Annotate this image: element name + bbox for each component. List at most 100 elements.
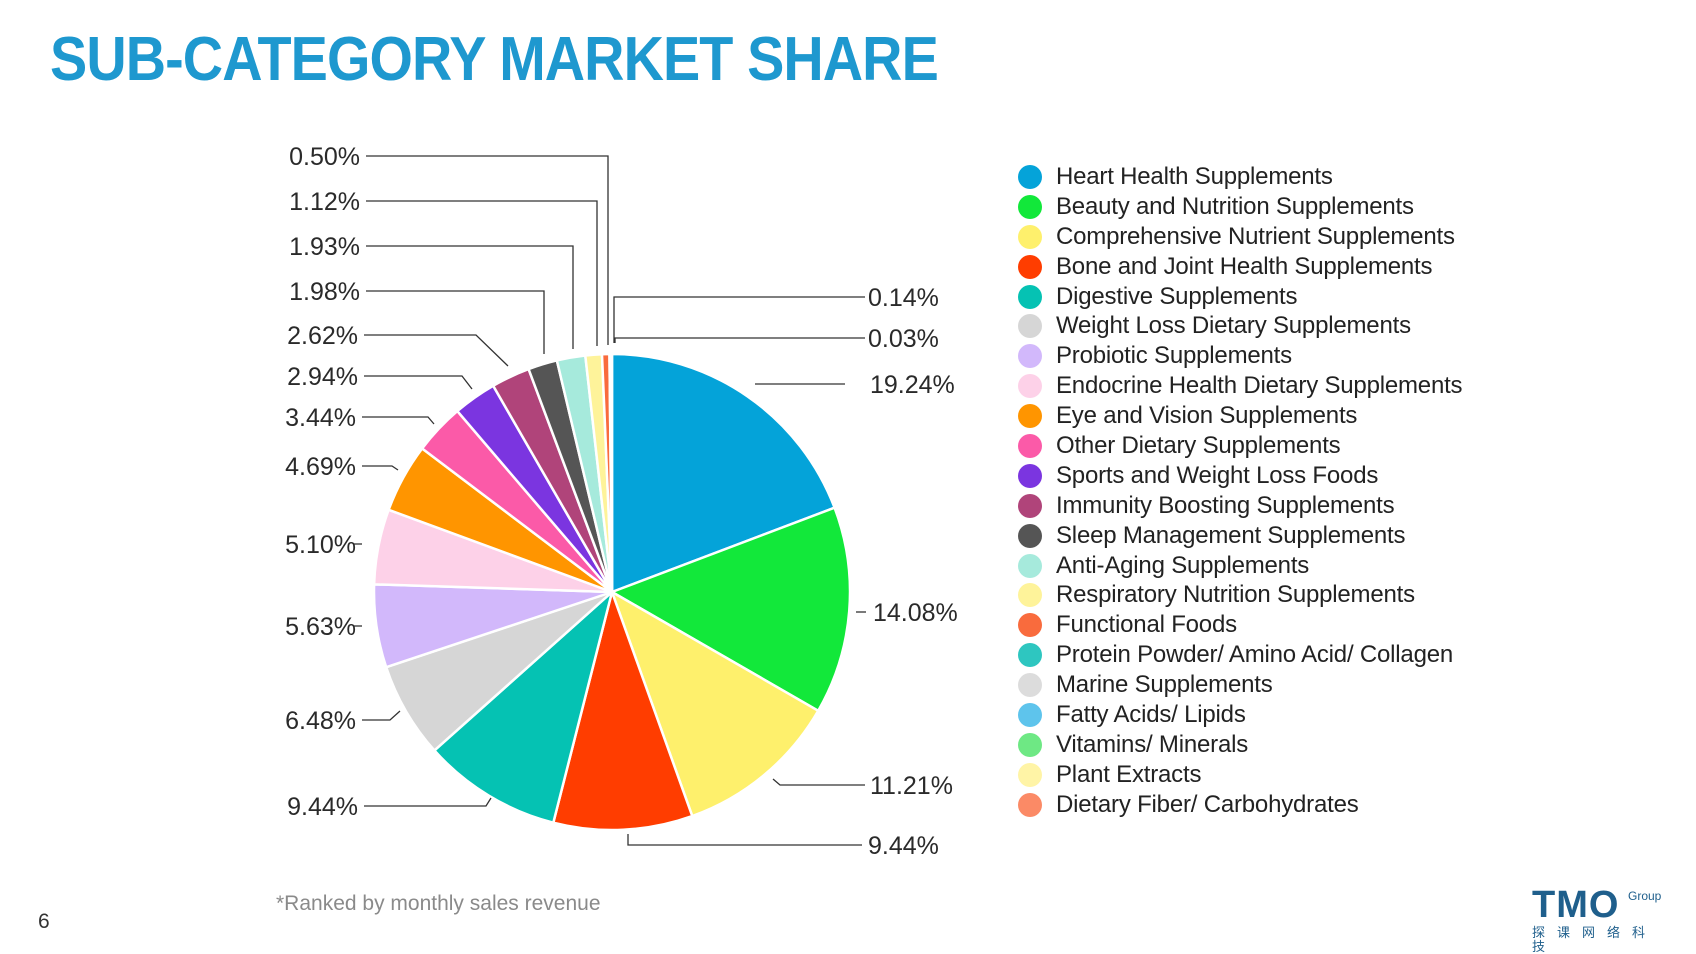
data-label-8: 5.10% xyxy=(285,531,356,559)
leader-line-9 xyxy=(362,466,398,470)
legend-label: Anti-Aging Supplements xyxy=(1056,552,1309,580)
leader-line-10 xyxy=(362,417,434,424)
legend-item: Immunity Boosting Supplements xyxy=(1018,491,1462,521)
legend-label: Digestive Supplements xyxy=(1056,283,1297,311)
data-label-18: 0.03% xyxy=(868,325,939,353)
legend-label: Functional Foods xyxy=(1056,611,1237,639)
page-number: 6 xyxy=(38,910,50,934)
legend-label: Plant Extracts xyxy=(1056,761,1201,789)
legend-label: Immunity Boosting Supplements xyxy=(1056,492,1394,520)
legend-swatch xyxy=(1018,285,1042,309)
pie-chart: 19.24% 14.08% 11.21% 9.44% 9.44% 6.48% 5.63% 5.… xyxy=(0,0,1000,880)
legend-label: Heart Health Supplements xyxy=(1056,163,1333,191)
legend-swatch xyxy=(1018,583,1042,607)
legend-item: Anti-Aging Supplements xyxy=(1018,551,1462,581)
legend-swatch xyxy=(1018,225,1042,249)
legend-item: Comprehensive Nutrient Supplements xyxy=(1018,222,1462,252)
data-label-14: 1.93% xyxy=(289,233,360,261)
legend-swatch xyxy=(1018,434,1042,458)
legend-item: Marine Supplements xyxy=(1018,670,1462,700)
legend-item: Dietary Fiber/ Carbohydrates xyxy=(1018,790,1462,820)
data-label-3: 11.21% xyxy=(870,772,953,800)
legend-item: Protein Powder/ Amino Acid/ Collagen xyxy=(1018,640,1462,670)
legend-swatch xyxy=(1018,494,1042,518)
legend-swatch xyxy=(1018,763,1042,787)
legend-item: Respiratory Nutrition Supplements xyxy=(1018,580,1462,610)
leader-line-14 xyxy=(366,246,573,349)
legend-label: Endocrine Health Dietary Supplements xyxy=(1056,372,1462,400)
logo-group-text: Group xyxy=(1628,890,1661,902)
footnote: *Ranked by monthly sales revenue xyxy=(276,892,601,916)
legend-label: Beauty and Nutrition Supplements xyxy=(1056,193,1414,221)
legend-label: Sleep Management Supplements xyxy=(1056,522,1405,550)
legend-label: Sports and Weight Loss Foods xyxy=(1056,462,1378,490)
leader-line-18 xyxy=(615,338,865,343)
legend-swatch xyxy=(1018,703,1042,727)
legend-swatch xyxy=(1018,404,1042,428)
data-label-13: 1.98% xyxy=(289,278,360,306)
legend-label: Protein Powder/ Amino Acid/ Collagen xyxy=(1056,641,1453,669)
data-label-2: 14.08% xyxy=(873,599,958,627)
leader-line-6 xyxy=(362,711,400,720)
data-label-17: 0.14% xyxy=(868,284,939,312)
legend-swatch xyxy=(1018,374,1042,398)
legend-item: Sports and Weight Loss Foods xyxy=(1018,461,1462,491)
legend-item: Heart Health Supplements xyxy=(1018,162,1462,192)
legend-item: Eye and Vision Supplements xyxy=(1018,401,1462,431)
legend-item: Bone and Joint Health Supplements xyxy=(1018,252,1462,282)
legend-item: Probiotic Supplements xyxy=(1018,341,1462,371)
legend-swatch xyxy=(1018,554,1042,578)
legend-label: Other Dietary Supplements xyxy=(1056,432,1340,460)
leader-line-15 xyxy=(366,201,597,346)
data-label-16: 0.50% xyxy=(289,143,360,171)
legend-swatch xyxy=(1018,673,1042,697)
data-label-9: 4.69% xyxy=(285,453,356,481)
leader-line-5 xyxy=(364,798,491,806)
legend-swatch xyxy=(1018,524,1042,548)
legend-label: Marine Supplements xyxy=(1056,671,1273,699)
leader-line-4 xyxy=(628,834,862,845)
legend-label: Respiratory Nutrition Supplements xyxy=(1056,581,1415,609)
legend-swatch xyxy=(1018,613,1042,637)
data-label-7: 5.63% xyxy=(285,613,356,641)
legend-label: Weight Loss Dietary Supplements xyxy=(1056,312,1411,340)
data-label-1: 19.24% xyxy=(870,371,955,399)
legend-item: Digestive Supplements xyxy=(1018,282,1462,312)
leader-line-11 xyxy=(364,376,472,389)
legend-label: Probiotic Supplements xyxy=(1056,342,1292,370)
logo-wordmark: TMO xyxy=(1532,886,1619,924)
legend-item: Beauty and Nutrition Supplements xyxy=(1018,192,1462,222)
leader-line-12 xyxy=(364,335,508,366)
legend-item: Fatty Acids/ Lipids xyxy=(1018,700,1462,730)
leader-line-13 xyxy=(366,291,544,354)
data-label-5: 9.44% xyxy=(287,793,358,821)
legend-swatch xyxy=(1018,195,1042,219)
data-label-10: 3.44% xyxy=(285,404,356,432)
legend-label: Dietary Fiber/ Carbohydrates xyxy=(1056,791,1359,819)
leader-line-17 xyxy=(614,297,865,343)
legend-label: Vitamins/ Minerals xyxy=(1056,731,1248,759)
legend-swatch xyxy=(1018,165,1042,189)
company-logo: TMO Group 探课网络科技 xyxy=(1530,886,1680,942)
data-label-6: 6.48% xyxy=(285,707,356,735)
legend-swatch xyxy=(1018,255,1042,279)
legend-item: Sleep Management Supplements xyxy=(1018,521,1462,551)
legend-label: Comprehensive Nutrient Supplements xyxy=(1056,223,1455,251)
data-label-12: 2.62% xyxy=(287,322,358,350)
data-label-4: 9.44% xyxy=(868,832,939,860)
legend-swatch xyxy=(1018,793,1042,817)
legend-label: Eye and Vision Supplements xyxy=(1056,402,1357,430)
leader-line-3 xyxy=(773,779,865,785)
leader-line-16 xyxy=(366,156,608,345)
legend-item: Endocrine Health Dietary Supplements xyxy=(1018,371,1462,401)
legend-label: Fatty Acids/ Lipids xyxy=(1056,701,1246,729)
legend-swatch xyxy=(1018,314,1042,338)
legend-swatch xyxy=(1018,643,1042,667)
legend-item: Vitamins/ Minerals xyxy=(1018,730,1462,760)
legend-item: Other Dietary Supplements xyxy=(1018,431,1462,461)
legend-item: Plant Extracts xyxy=(1018,760,1462,790)
legend-label: Bone and Joint Health Supplements xyxy=(1056,253,1432,281)
legend-item: Weight Loss Dietary Supplements xyxy=(1018,311,1462,341)
data-label-15: 1.12% xyxy=(289,188,360,216)
